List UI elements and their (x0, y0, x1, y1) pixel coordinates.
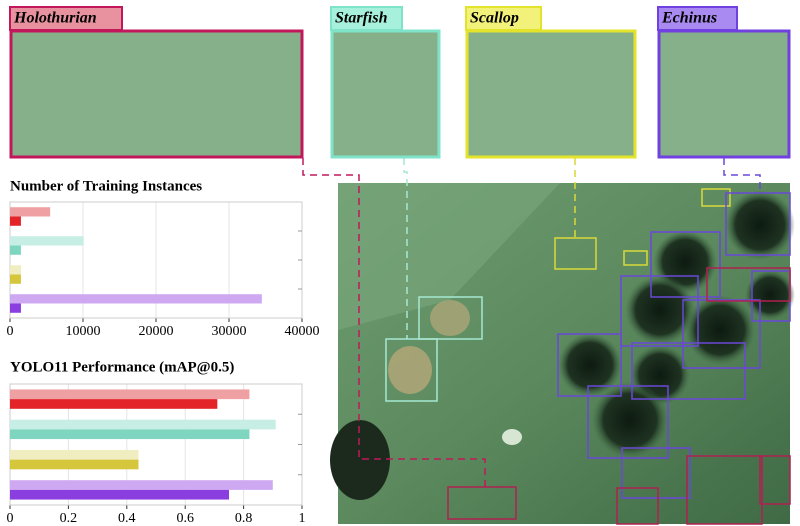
chart-title: YOLO11 Performance (mAP@0.5) (10, 359, 234, 375)
crop-label-box (657, 6, 738, 31)
crop-image (467, 31, 635, 157)
bar (10, 480, 273, 490)
x-tick-label: 0.2 (60, 511, 78, 526)
crop-image (332, 31, 439, 157)
bar (10, 274, 21, 284)
crop-label: Starfish (335, 10, 388, 27)
scene-photo (330, 183, 795, 524)
x-tick-label: 1 (299, 511, 306, 526)
x-tick-label: 10000 (66, 324, 101, 339)
bar (10, 459, 139, 470)
x-tick-label: 30000 (212, 324, 247, 339)
bar (10, 216, 21, 226)
bar (10, 419, 276, 430)
crops: Holothurian Starfish Scallop Echinus (9, 6, 791, 159)
bar (10, 294, 262, 304)
crop-frame (465, 29, 637, 159)
detection-boxes (385, 188, 791, 525)
crop-image (11, 31, 302, 157)
x-tick-label: 0.4 (118, 511, 136, 526)
x-tick-label: 0 (7, 511, 14, 526)
x-tick-label: 0.6 (176, 511, 194, 526)
crop-label-box (465, 6, 542, 31)
crop-frame (9, 29, 304, 159)
bar (10, 429, 250, 440)
crop-label: Echinus (661, 10, 717, 27)
x-tick-label: 0.8 (235, 511, 253, 526)
x-tick-label: 0 (7, 324, 14, 339)
crop-label-box (9, 6, 123, 31)
bar (10, 265, 21, 275)
bar (10, 236, 84, 246)
bar (10, 449, 139, 460)
bar (10, 207, 51, 217)
x-tick-label: 40000 (285, 324, 320, 339)
charts: Number of Training Instances 0 10000 20000 3… (7, 178, 320, 526)
crop-label: Scallop (470, 10, 519, 27)
bar (10, 245, 21, 255)
crop-label-box (330, 6, 403, 31)
bar (10, 489, 229, 500)
bar (10, 389, 250, 400)
bar (10, 399, 218, 409)
chart-title: Number of Training Instances (10, 178, 202, 194)
crop-image (659, 31, 789, 157)
crop-label: Holothurian (13, 10, 97, 27)
bar (10, 303, 21, 313)
x-tick-label: 20000 (139, 324, 174, 339)
connectors (302, 158, 761, 487)
